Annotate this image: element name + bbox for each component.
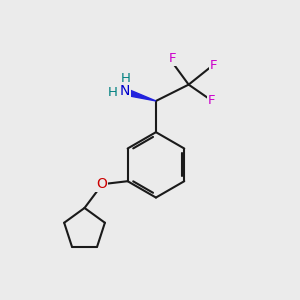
Text: N: N xyxy=(119,84,130,98)
Text: F: F xyxy=(208,94,215,107)
Text: H: H xyxy=(120,72,130,85)
Text: H: H xyxy=(107,85,117,98)
Text: O: O xyxy=(96,177,107,191)
Polygon shape xyxy=(125,89,156,101)
Text: F: F xyxy=(210,59,218,72)
Text: F: F xyxy=(169,52,176,65)
